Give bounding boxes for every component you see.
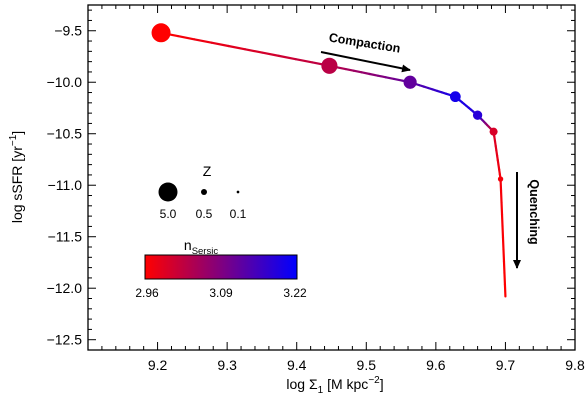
size-legend-label: 0.1 — [230, 207, 247, 221]
x-tick-label: 9.2 — [148, 357, 168, 373]
track-segment — [277, 54, 297, 61]
x-tick-label: 9.4 — [287, 357, 307, 373]
x-tick-label: 9.3 — [217, 357, 237, 373]
size-legend: Z 5.0 0.5 0.1 — [158, 163, 247, 221]
x-tick-label: 9.6 — [426, 357, 446, 373]
size-legend-title: Z — [203, 163, 212, 179]
track-segment — [352, 69, 363, 74]
colorbar-title: nSersic — [184, 237, 218, 257]
colorbar-tick-label: 3.22 — [283, 286, 307, 300]
size-legend-marker — [236, 190, 240, 194]
y-axis-title: log sSFR [yr−1] — [8, 131, 25, 223]
plot-frame — [87, 4, 576, 351]
x-tick-label: 9.7 — [496, 357, 516, 373]
track-segment — [244, 48, 264, 54]
compaction-label: Compaction — [328, 30, 402, 55]
x-tick-label: 9.8 — [565, 357, 585, 373]
track-segment — [210, 41, 230, 48]
track-segment — [392, 77, 404, 82]
colorbar: nSersic 2.96 3.09 3.22 — [135, 237, 307, 300]
track-segment — [368, 72, 379, 77]
size-legend-label: 0.5 — [196, 207, 213, 221]
track-segment — [193, 38, 213, 44]
track-segment — [227, 44, 247, 51]
y-tick-label: −12.5 — [47, 332, 83, 348]
size-legend-label: 5.0 — [160, 207, 177, 221]
track-segment — [360, 71, 371, 76]
y-axis-ticks: −9.5 −10.0 −10.5 −11.0 −11.5 −12.0 −12.5 — [47, 9, 575, 351]
colorbar-gradient — [144, 254, 298, 280]
track-segment — [294, 58, 314, 64]
colorbar-tick-label: 2.96 — [135, 286, 159, 300]
size-legend-marker — [200, 188, 208, 196]
track-marker — [321, 57, 338, 74]
x-axis-ticks: 9.2 9.3 9.4 9.5 9.6 9.7 9.8 — [101, 5, 585, 373]
y-tick-label: −10.5 — [47, 126, 83, 142]
colorbar-tick-label: 3.09 — [209, 286, 233, 300]
track-segment — [384, 76, 396, 81]
size-legend-marker — [158, 182, 178, 202]
track-marker — [472, 110, 483, 120]
track-marker — [151, 23, 171, 43]
y-tick-label: −9.5 — [54, 23, 82, 39]
track-marker — [449, 91, 461, 103]
y-tick-label: −10.0 — [47, 74, 83, 90]
track-marker — [497, 176, 504, 182]
track-segment — [260, 51, 281, 57]
track-marker — [403, 75, 417, 89]
track-segment — [336, 66, 347, 71]
x-tick-label: 9.5 — [357, 357, 377, 373]
track-marker — [489, 127, 498, 136]
quenching-label: Quenching — [527, 179, 541, 244]
y-tick-label: −12.0 — [47, 280, 83, 296]
track-segment — [376, 74, 388, 79]
y-tick-label: −11.0 — [48, 177, 83, 193]
track-segment — [344, 67, 355, 72]
x-axis-title: log Σ1 [M kpc−2] — [286, 375, 383, 396]
track-segment — [176, 35, 196, 41]
y-tick-label: −11.5 — [48, 229, 83, 245]
compaction-arrow — [320, 51, 411, 73]
track-markers — [151, 23, 504, 182]
